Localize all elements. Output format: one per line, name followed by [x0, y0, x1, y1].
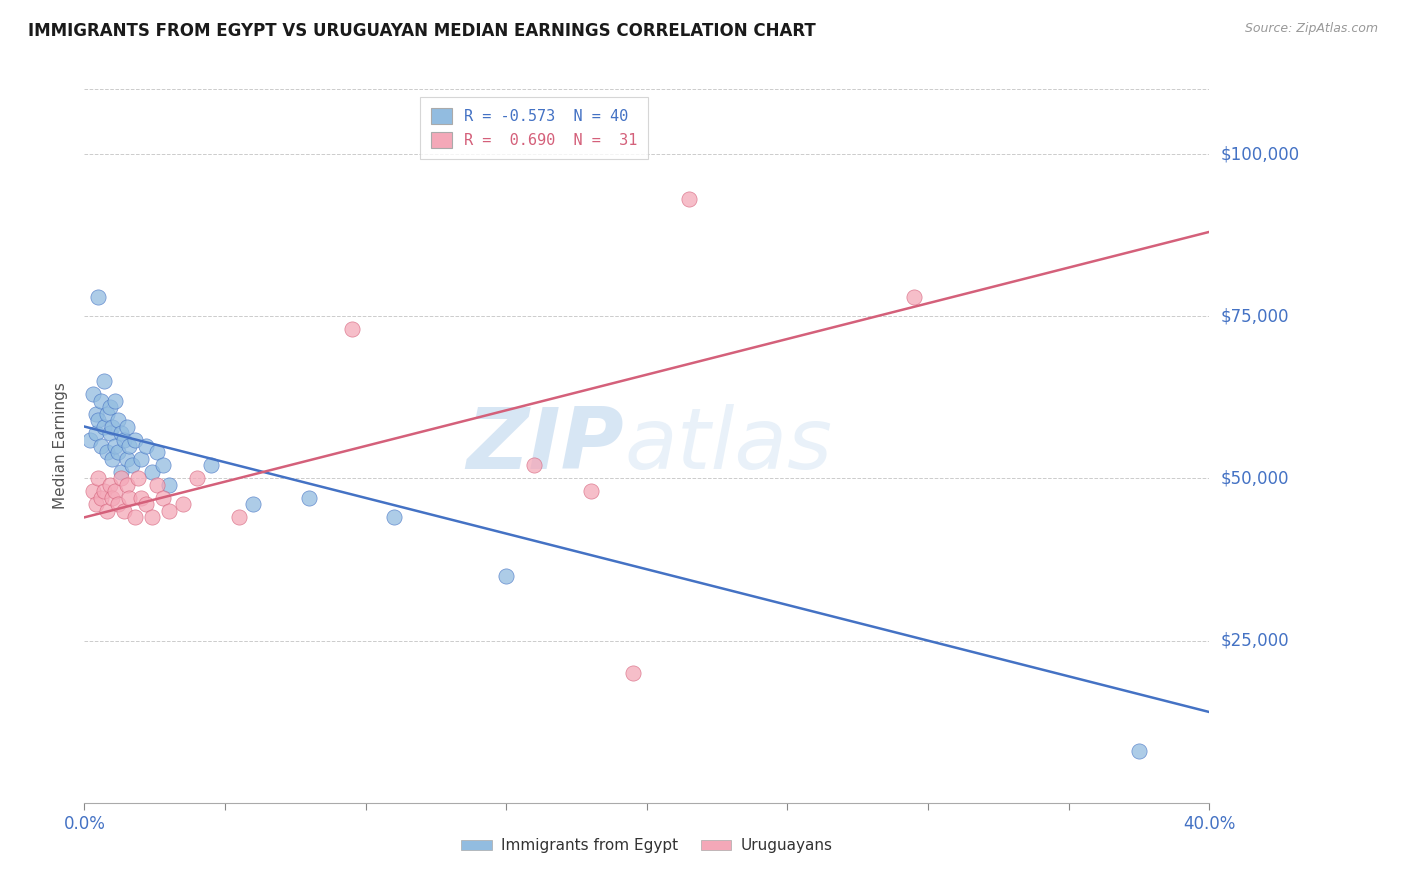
Point: [172, 497, 194, 511]
Point: [124, 433, 146, 447]
Point: [135, 497, 157, 511]
Point: [228, 510, 250, 524]
Point: [90, 393, 112, 408]
Text: $50,000: $50,000: [1220, 469, 1289, 487]
Point: [101, 419, 124, 434]
Point: [495, 568, 517, 582]
Point: [157, 478, 180, 492]
Point: [146, 445, 169, 459]
Point: [84, 497, 107, 511]
Point: [129, 452, 152, 467]
Point: [104, 393, 127, 408]
Point: [84, 425, 107, 440]
Point: [579, 484, 602, 499]
Point: [82, 484, 104, 499]
Point: [93, 484, 115, 499]
Point: [104, 484, 127, 499]
Text: IMMIGRANTS FROM EGYPT VS URUGUAYAN MEDIAN EARNINGS CORRELATION CHART: IMMIGRANTS FROM EGYPT VS URUGUAYAN MEDIA…: [28, 22, 815, 40]
Text: $25,000: $25,000: [1220, 632, 1289, 649]
Point: [96, 504, 118, 518]
Point: [101, 452, 124, 467]
Point: [903, 290, 925, 304]
Point: [242, 497, 264, 511]
Text: $75,000: $75,000: [1220, 307, 1289, 326]
Text: Source: ZipAtlas.com: Source: ZipAtlas.com: [1244, 22, 1378, 36]
Point: [110, 425, 132, 440]
Point: [107, 413, 129, 427]
Point: [118, 491, 141, 505]
Point: [124, 510, 146, 524]
Point: [621, 666, 644, 681]
Point: [127, 471, 149, 485]
Point: [112, 433, 135, 447]
Point: [82, 387, 104, 401]
Point: [104, 439, 127, 453]
Text: atlas: atlas: [624, 404, 832, 488]
Point: [115, 452, 138, 467]
Point: [90, 491, 112, 505]
Point: [141, 510, 163, 524]
Point: [96, 407, 118, 421]
Text: $100,000: $100,000: [1220, 145, 1299, 163]
Point: [115, 419, 138, 434]
Point: [382, 510, 405, 524]
Point: [98, 400, 121, 414]
Point: [157, 504, 180, 518]
Point: [87, 290, 110, 304]
Point: [110, 471, 132, 485]
Point: [107, 445, 129, 459]
Point: [90, 439, 112, 453]
Point: [93, 419, 115, 434]
Point: [93, 374, 115, 388]
Point: [135, 439, 157, 453]
Text: ZIP: ZIP: [467, 404, 624, 488]
Point: [678, 193, 700, 207]
Point: [340, 322, 363, 336]
Point: [298, 491, 321, 505]
Point: [141, 465, 163, 479]
Point: [101, 491, 124, 505]
Point: [186, 471, 208, 485]
Point: [96, 445, 118, 459]
Point: [1128, 744, 1150, 758]
Point: [118, 439, 141, 453]
Point: [152, 491, 174, 505]
Legend: Immigrants from Egypt, Uruguayans: Immigrants from Egypt, Uruguayans: [456, 832, 838, 859]
Point: [110, 465, 132, 479]
Point: [152, 458, 174, 473]
Point: [84, 407, 107, 421]
Point: [98, 478, 121, 492]
Point: [107, 497, 129, 511]
Point: [200, 458, 222, 473]
Point: [146, 478, 169, 492]
Point: [112, 504, 135, 518]
Point: [87, 413, 110, 427]
Point: [115, 478, 138, 492]
Point: [121, 458, 143, 473]
Point: [523, 458, 546, 473]
Point: [129, 491, 152, 505]
Point: [79, 433, 101, 447]
Point: [98, 425, 121, 440]
Point: [87, 471, 110, 485]
Y-axis label: Median Earnings: Median Earnings: [53, 383, 69, 509]
